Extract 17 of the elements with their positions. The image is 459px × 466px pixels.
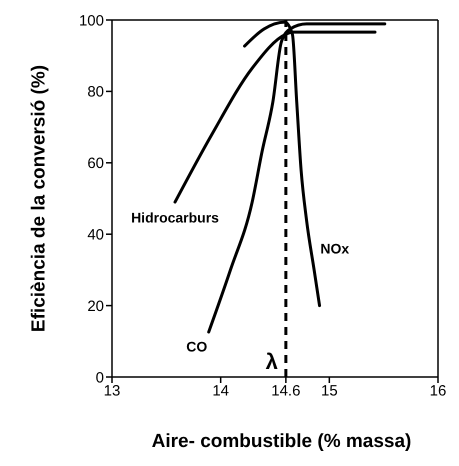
x-tick-label: 16 <box>430 382 446 400</box>
series-label: Hidrocarburs <box>131 209 220 226</box>
y-axis-title: Eficiència de la conversió (%) <box>28 64 50 332</box>
y-tick-label: 0 <box>96 369 104 386</box>
y-tick-label: 80 <box>87 84 104 101</box>
x-tick-label: 14.6 <box>271 382 300 400</box>
series-label: CO <box>186 338 208 355</box>
y-tick-label: 20 <box>87 298 104 315</box>
series-label: NOx <box>320 240 350 256</box>
x-tick-label: 14 <box>212 382 230 400</box>
ref-line-label: λ <box>266 349 278 374</box>
y-tick-label: 40 <box>87 226 104 244</box>
x-axis-title: Aire- combustible (% massa) <box>152 431 412 452</box>
x-tick-label: 15 <box>320 382 338 400</box>
y-tick-label: 100 <box>78 12 104 30</box>
y-tick-label: 60 <box>87 155 104 172</box>
x-tick-label: 13 <box>104 382 120 400</box>
